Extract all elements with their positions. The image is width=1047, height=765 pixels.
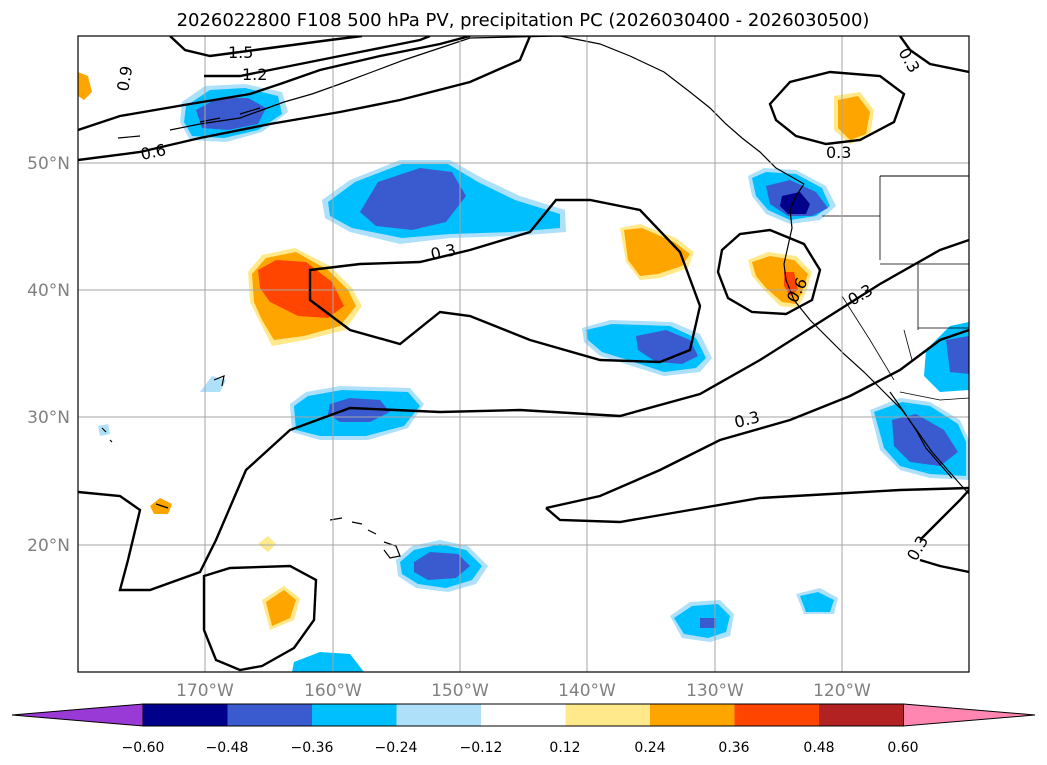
colorbar-tick-label: 0.36: [718, 740, 749, 756]
lat-label: 20°N: [27, 536, 70, 556]
colorbar-tick-label: −0.24: [375, 740, 418, 756]
pv-contour-0-6-california: [716, 228, 822, 316]
contour-label: 1.5: [228, 43, 253, 62]
aleutian-islands: [117, 107, 261, 139]
contour-label: 0.3: [826, 143, 851, 162]
colorbar: −0.60 −0.48 −0.36 −0.24 −0.12 0.12 0.24 …: [11, 703, 1036, 756]
pv-contour-0-3-return: [545, 486, 969, 524]
colorbar-cells: [11, 703, 1036, 727]
precip-cell-positive-midpacific: [620, 224, 694, 280]
pv-contour-1-5: [169, 36, 363, 58]
colorbar-tick-label: −0.48: [206, 740, 249, 756]
lat-label: 30°N: [27, 408, 70, 428]
pv-contour-0-3-south: [545, 328, 969, 510]
pv-contour-1-2: [204, 36, 431, 78]
lon-label: 120°W: [813, 681, 871, 701]
north-american-west-coast: [783, 183, 969, 495]
lon-label: 170°W: [176, 681, 234, 701]
colorbar-cell: [312, 704, 397, 726]
baja-california: [889, 391, 953, 479]
gridlines: [78, 36, 969, 672]
map-title: 2026022800 F108 500 hPa PV, precipitatio…: [177, 10, 870, 31]
longitude-labels: 170°W 160°W 150°W 140°W 130°W 120°W: [176, 681, 871, 701]
colorbar-cell: [565, 704, 650, 726]
contour-label: 0.9: [113, 64, 136, 92]
colorbar-tick-label: −0.60: [122, 740, 165, 756]
colorbar-cell: [819, 704, 904, 726]
precip-cell-southeast: [796, 588, 838, 614]
colorbar-cell: [396, 704, 481, 726]
precip-cell-small-negative: [98, 376, 364, 672]
colorbar-tick-label: 0.12: [549, 740, 580, 756]
pv-contour-0-3-bc: [768, 70, 906, 146]
pv-contour-0-3-ne: [899, 36, 969, 74]
map-panel: 1.5 1.2 0.9 0.6 0.3 0.3 0.3 0.3 0.6 0.3 …: [78, 36, 969, 672]
precip-cell-british-columbia: [834, 92, 874, 144]
pv-contour-0-3-main: [78, 238, 969, 592]
colorbar-cell: [143, 704, 228, 726]
colorbar-cell: [481, 704, 566, 726]
pv-contour-0-9: [78, 36, 471, 132]
precip-cell-pacific-northwest: [748, 168, 836, 224]
colorbar-extend-min: [11, 703, 144, 727]
precip-cell-hawaii: [396, 540, 488, 592]
lon-label: 160°W: [304, 681, 362, 701]
precip-cell-small-positive: [78, 72, 300, 630]
alaska-coastline: [169, 36, 805, 185]
pv-contour-0-3-lobe: [202, 564, 318, 672]
state-borders: [841, 176, 969, 361]
small-islands: [101, 375, 225, 509]
colorbar-frame: [142, 703, 904, 727]
lat-label: 40°N: [27, 281, 70, 301]
colorbar-extend-max: [903, 703, 1036, 727]
colorbar-tick-label: −0.36: [291, 740, 334, 756]
precip-cell-southwest: [924, 322, 969, 392]
lat-label: 50°N: [27, 154, 70, 174]
contour-label: 0.3: [429, 240, 458, 264]
latitude-labels: 50°N 40°N 30°N 20°N: [27, 154, 70, 556]
land-outlines: [101, 36, 969, 559]
map-frame: [77, 35, 970, 673]
contour-label: 0.6: [139, 140, 168, 164]
pv-contour-0-3-baja: [919, 489, 969, 574]
colorbar-tick-label: −0.12: [460, 740, 503, 756]
pv-contour-0-3-loop: [308, 198, 702, 364]
hawaii-islands: [329, 517, 401, 559]
colorbar-tick-label: 0.24: [634, 740, 665, 756]
pv-contour-0-6: [78, 36, 532, 162]
colorbar-tick-labels: −0.60 −0.48 −0.36 −0.24 −0.12 0.12 0.24 …: [122, 740, 919, 756]
colorbar-cell: [650, 704, 735, 726]
lon-label: 140°W: [558, 681, 616, 701]
lon-label: 130°W: [686, 681, 744, 701]
colorbar-tick-label: 0.60: [887, 740, 918, 756]
precip-cell-30n: [290, 386, 424, 440]
contour-label: 1.2: [242, 65, 267, 84]
mexico-border: [899, 391, 969, 401]
colorbar-cell: [734, 704, 819, 726]
precip-cell-baja: [870, 398, 969, 480]
precip-cell-35n: [582, 320, 712, 376]
precip-cell-south: [670, 600, 734, 642]
great-basin-borders: [822, 215, 895, 381]
colorbar-tick-label: 0.48: [803, 740, 834, 756]
colorbar-cell: [227, 704, 312, 726]
pv-contours: [78, 36, 969, 672]
precip-cell-central-north: [322, 160, 566, 244]
lon-label: 150°W: [431, 681, 489, 701]
